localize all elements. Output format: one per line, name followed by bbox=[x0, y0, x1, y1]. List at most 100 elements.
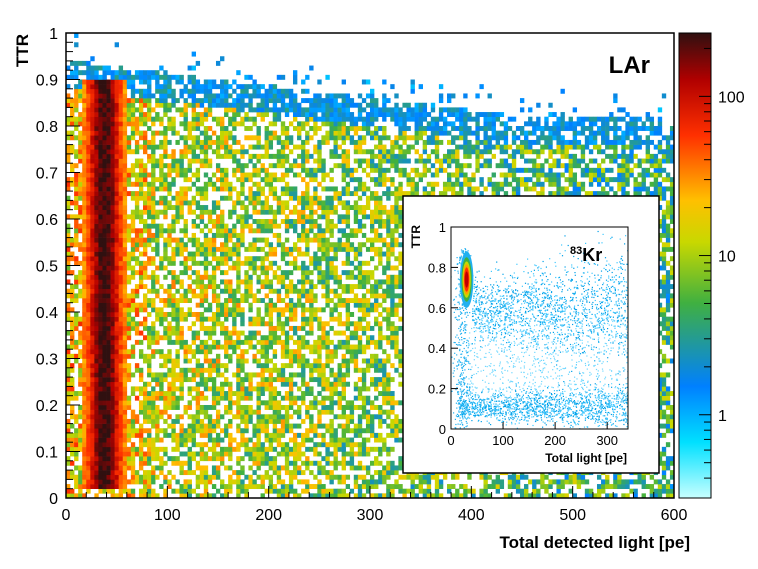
heatmap-cell bbox=[126, 98, 132, 104]
heatmap-cell bbox=[207, 493, 213, 498]
heatmap-cell bbox=[66, 195, 71, 201]
heatmap-cell bbox=[171, 325, 176, 331]
heatmap-cell bbox=[264, 307, 269, 313]
heatmap-cell bbox=[167, 321, 172, 327]
heatmap-cell bbox=[329, 381, 334, 387]
heatmap-cell bbox=[256, 84, 261, 90]
heatmap-cell bbox=[134, 88, 140, 94]
heatmap-cell bbox=[122, 321, 128, 327]
heatmap-cell bbox=[114, 102, 119, 108]
heatmap-cell bbox=[365, 260, 371, 266]
heatmap-cell bbox=[345, 381, 351, 387]
heatmap-cell bbox=[357, 386, 363, 392]
heatmap-cell bbox=[110, 493, 115, 498]
heatmap-cell bbox=[126, 149, 132, 155]
heatmap-cell bbox=[98, 167, 103, 173]
heatmap-cell bbox=[167, 163, 172, 169]
heatmap-cell bbox=[292, 474, 298, 480]
heatmap-cell bbox=[175, 479, 180, 485]
heatmap-cell bbox=[159, 470, 164, 476]
heatmap-cell bbox=[264, 274, 269, 280]
heatmap-cell bbox=[167, 88, 172, 94]
heatmap-cell bbox=[297, 493, 302, 498]
heatmap-cell bbox=[280, 274, 286, 280]
heatmap-cell bbox=[349, 121, 355, 127]
heatmap-cell bbox=[175, 219, 180, 224]
heatmap-cell bbox=[260, 270, 265, 276]
heatmap-cell bbox=[118, 460, 124, 466]
heatmap-cell bbox=[317, 200, 322, 206]
heatmap-cell bbox=[86, 274, 91, 280]
heatmap-cell bbox=[207, 372, 213, 378]
heatmap-cell bbox=[297, 237, 302, 243]
heatmap-cell bbox=[248, 288, 253, 294]
heatmap-cell bbox=[272, 325, 278, 331]
heatmap-cell bbox=[110, 418, 115, 424]
heatmap-cell bbox=[102, 395, 107, 401]
heatmap-cell bbox=[215, 60, 221, 66]
heatmap-cell bbox=[130, 130, 136, 136]
heatmap-cell bbox=[272, 330, 278, 336]
heatmap-cell bbox=[374, 284, 379, 290]
heatmap-cell bbox=[187, 460, 192, 466]
heatmap-cell bbox=[98, 470, 103, 476]
heatmap-cell bbox=[236, 460, 241, 466]
heatmap-cell bbox=[106, 107, 111, 113]
heatmap-cell bbox=[252, 316, 257, 322]
heatmap-cell bbox=[248, 228, 253, 234]
heatmap-cell bbox=[292, 423, 298, 429]
heatmap-cell bbox=[313, 260, 318, 266]
heatmap-cell bbox=[244, 256, 249, 262]
heatmap-cell bbox=[70, 200, 75, 206]
heatmap-cell bbox=[106, 270, 111, 276]
heatmap-cell bbox=[163, 153, 168, 159]
heatmap-cell bbox=[106, 102, 111, 108]
heatmap-cell bbox=[191, 270, 196, 276]
heatmap-cell bbox=[147, 405, 152, 410]
heatmap-cell bbox=[284, 126, 290, 131]
heatmap-cell bbox=[272, 219, 278, 224]
heatmap-cell bbox=[171, 339, 176, 345]
heatmap-cell bbox=[361, 325, 367, 331]
heatmap-cell bbox=[110, 237, 115, 243]
heatmap-cell bbox=[276, 153, 282, 159]
heatmap-cell bbox=[66, 446, 71, 452]
heatmap-cell bbox=[86, 65, 91, 71]
heatmap-cell bbox=[211, 298, 217, 303]
heatmap-cell bbox=[114, 479, 119, 485]
heatmap-cell bbox=[106, 470, 111, 476]
heatmap-cell bbox=[280, 395, 286, 401]
heatmap-cell bbox=[329, 386, 334, 392]
heatmap-cell bbox=[248, 116, 253, 122]
heatmap-cell bbox=[106, 386, 111, 392]
heatmap-cell bbox=[220, 195, 225, 201]
heatmap-cell bbox=[301, 335, 306, 341]
heatmap-cell bbox=[94, 479, 99, 485]
heatmap-cell bbox=[155, 395, 160, 401]
heatmap-cell bbox=[288, 470, 294, 476]
heatmap-cell bbox=[240, 228, 245, 234]
heatmap-cell bbox=[321, 256, 326, 262]
heatmap-cell bbox=[248, 377, 253, 383]
heatmap-cell bbox=[301, 377, 306, 383]
heatmap-cell bbox=[102, 242, 107, 248]
heatmap-cell bbox=[159, 65, 164, 71]
heatmap-cell bbox=[203, 93, 209, 99]
heatmap-cell bbox=[232, 312, 237, 317]
heatmap-cell bbox=[94, 358, 99, 364]
heatmap-cell bbox=[370, 116, 375, 122]
heatmap-cell bbox=[179, 237, 184, 243]
heatmap-cell bbox=[317, 223, 322, 229]
heatmap-cell bbox=[98, 325, 103, 331]
heatmap-cell bbox=[264, 414, 269, 420]
heatmap-cell bbox=[353, 474, 359, 480]
heatmap-cell bbox=[179, 191, 184, 197]
heatmap-cell bbox=[264, 88, 269, 94]
heatmap-cell bbox=[228, 181, 233, 187]
heatmap-cell bbox=[175, 98, 180, 104]
heatmap-cell bbox=[220, 446, 225, 452]
heatmap-cell bbox=[365, 102, 371, 108]
heatmap-cell bbox=[292, 339, 298, 345]
heatmap-cell bbox=[118, 232, 124, 238]
heatmap-cell bbox=[122, 488, 128, 494]
